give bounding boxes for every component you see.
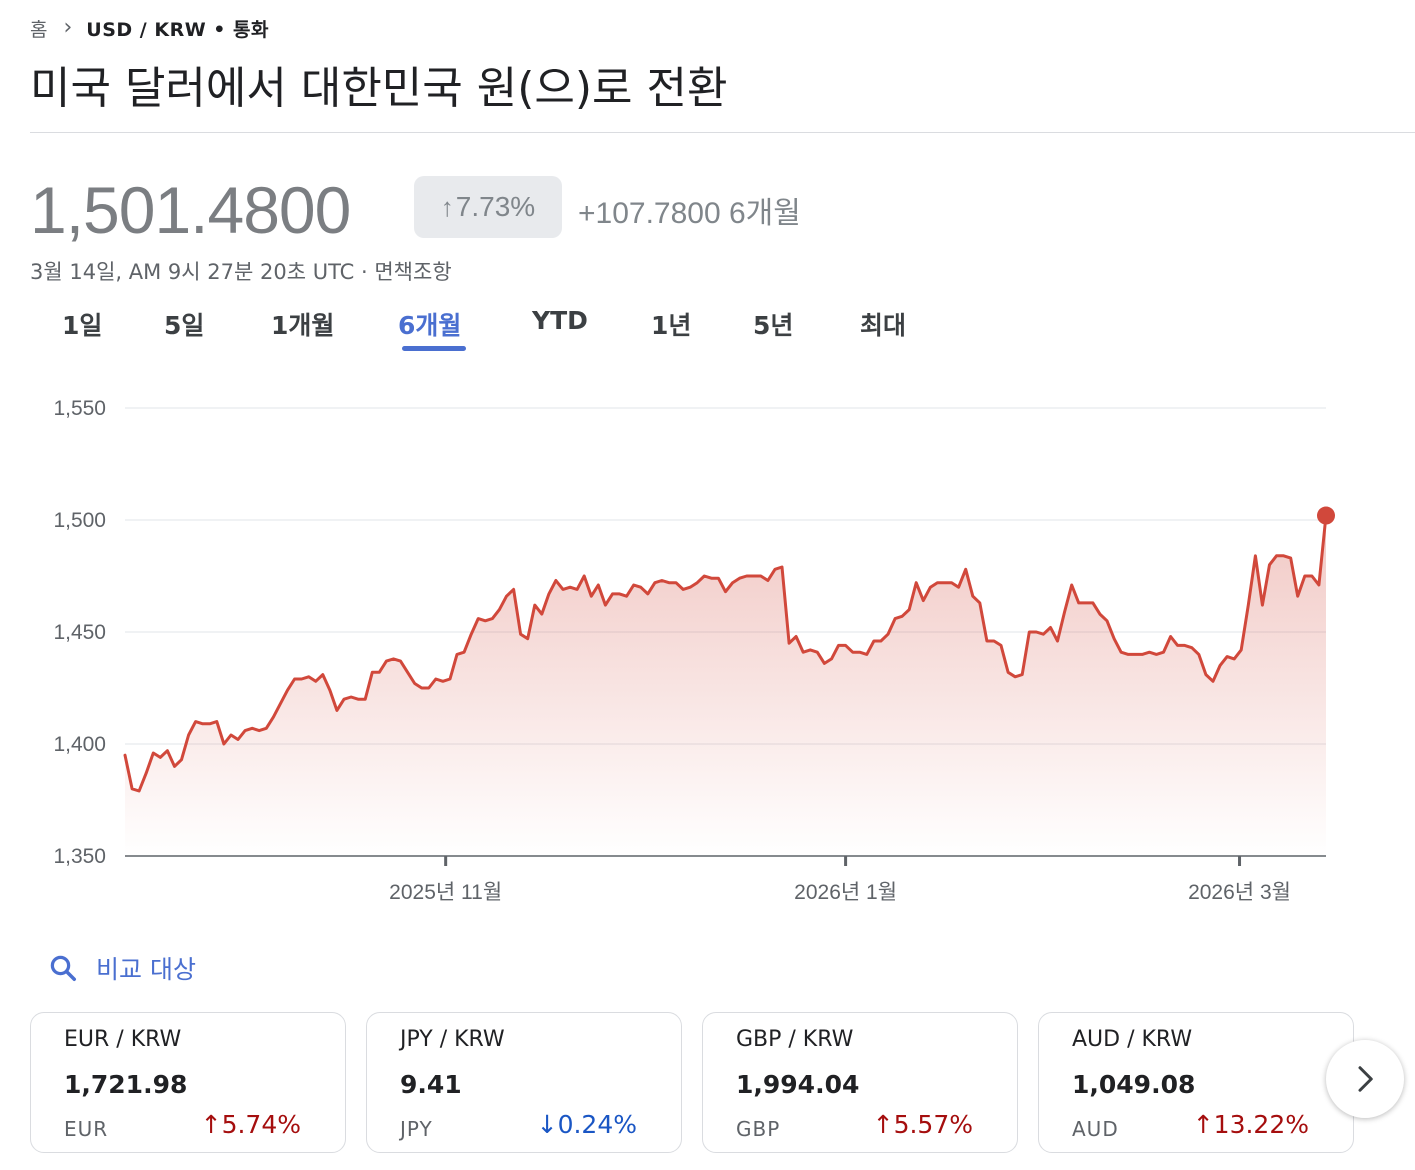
y-tick-label: 1,550 bbox=[53, 397, 106, 420]
chevron-right-icon bbox=[1358, 1066, 1373, 1092]
active-tab-indicator bbox=[402, 346, 466, 351]
card-change: ↑5.57% bbox=[873, 1110, 973, 1139]
card-code: EUR bbox=[64, 1117, 109, 1141]
card-change-value: 5.57% bbox=[893, 1110, 973, 1139]
current-price: 1,501.4800 bbox=[30, 173, 351, 247]
next-cards-button[interactable] bbox=[1326, 1040, 1404, 1118]
card-eur-krw[interactable]: EUR / KRW 1,721.98 EUR ↑5.74% bbox=[30, 1012, 346, 1153]
card-code: JPY bbox=[400, 1117, 433, 1141]
card-value: 1,994.04 bbox=[736, 1070, 860, 1099]
card-value: 9.41 bbox=[400, 1070, 462, 1099]
timestamp: 3월 14일, AM 9시 27분 20초 UTC · 면책조항 bbox=[30, 260, 452, 284]
arrow-up-icon: ↑ bbox=[200, 1110, 222, 1139]
change-percent-chip: ↑ 7.73% bbox=[414, 176, 562, 238]
card-code: GBP bbox=[736, 1117, 781, 1141]
compare-button[interactable]: 비교 대상 bbox=[48, 950, 196, 986]
x-axis-ticks: 2025년 11월 2026년 1월 2026년 3월 bbox=[389, 856, 1291, 904]
tab-5d[interactable]: 5일 bbox=[164, 311, 205, 340]
tab-5y[interactable]: 5년 bbox=[753, 311, 794, 340]
card-pair: JPY / KRW bbox=[400, 1027, 505, 1052]
arrow-up-icon: ↑ bbox=[1192, 1110, 1214, 1139]
chevron-right-icon: › bbox=[63, 15, 73, 40]
tab-6m[interactable]: 6개월 bbox=[398, 311, 462, 340]
card-aud-krw[interactable]: AUD / KRW 1,049.08 AUD ↑13.22% bbox=[1038, 1012, 1354, 1153]
breadcrumb-home[interactable]: 홈 bbox=[30, 18, 48, 41]
y-tick-label: 1,400 bbox=[53, 733, 106, 756]
card-change: ↑5.74% bbox=[201, 1110, 301, 1139]
breadcrumb-current: USD / KRW • 통화 bbox=[86, 18, 269, 41]
last-point-marker bbox=[1317, 506, 1335, 525]
card-change-value: 0.24% bbox=[557, 1110, 637, 1139]
arrow-up-icon: ↑ bbox=[440, 191, 454, 222]
card-change: ↓0.24% bbox=[537, 1110, 637, 1139]
card-change-value: 13.22% bbox=[1213, 1110, 1309, 1139]
card-pair: AUD / KRW bbox=[1072, 1027, 1193, 1052]
search-icon bbox=[50, 955, 76, 981]
tab-max[interactable]: 최대 bbox=[860, 311, 907, 340]
card-change: ↑13.22% bbox=[1193, 1110, 1309, 1139]
tab-ytd[interactable]: YTD bbox=[532, 306, 588, 335]
y-tick-label: 1,350 bbox=[53, 845, 106, 868]
price-chart[interactable]: 1,350 1,400 1,450 1,500 1,550 2025년 11월 2026년… bbox=[0, 380, 1415, 920]
change-absolute: +107.7800 6개월 bbox=[578, 197, 801, 230]
card-change-value: 5.74% bbox=[221, 1110, 301, 1139]
card-value: 1,049.08 bbox=[1072, 1070, 1196, 1099]
card-gbp-krw[interactable]: GBP / KRW 1,994.04 GBP ↑5.57% bbox=[702, 1012, 1018, 1153]
y-axis-labels: 1,350 1,400 1,450 1,500 1,550 bbox=[53, 397, 106, 868]
compare-label: 비교 대상 bbox=[96, 955, 196, 984]
page-title: 미국 달러에서 대한민국 원(으)로 전환 bbox=[30, 63, 728, 114]
x-tick-label: 2026년 3월 bbox=[1188, 881, 1291, 904]
arrow-up-icon: ↑ bbox=[872, 1110, 894, 1139]
tab-1m[interactable]: 1개월 bbox=[271, 311, 335, 340]
tab-1y[interactable]: 1년 bbox=[651, 311, 692, 340]
divider bbox=[30, 132, 1415, 133]
card-jpy-krw[interactable]: JPY / KRW 9.41 JPY ↓0.24% bbox=[366, 1012, 682, 1153]
card-value: 1,721.98 bbox=[64, 1070, 188, 1099]
card-code: AUD bbox=[1072, 1117, 1119, 1141]
area-fill bbox=[125, 515, 1326, 856]
y-tick-label: 1,450 bbox=[53, 621, 106, 644]
arrow-down-icon: ↓ bbox=[536, 1110, 558, 1139]
card-pair: GBP / KRW bbox=[736, 1027, 854, 1052]
x-tick-label: 2026년 1월 bbox=[794, 881, 897, 904]
series-line bbox=[123, 514, 1328, 793]
range-tabs: 1일 5일 1개월 6개월 YTD 1년 5년 최대 bbox=[0, 306, 1000, 356]
x-tick-label: 2025년 11월 bbox=[389, 881, 502, 904]
change-percent: 7.73% bbox=[455, 191, 536, 222]
y-tick-label: 1,500 bbox=[53, 509, 106, 532]
breadcrumb: 홈 › USD / KRW • 통화 bbox=[30, 14, 269, 42]
tab-1d[interactable]: 1일 bbox=[62, 311, 103, 340]
card-pair: EUR / KRW bbox=[64, 1027, 182, 1052]
